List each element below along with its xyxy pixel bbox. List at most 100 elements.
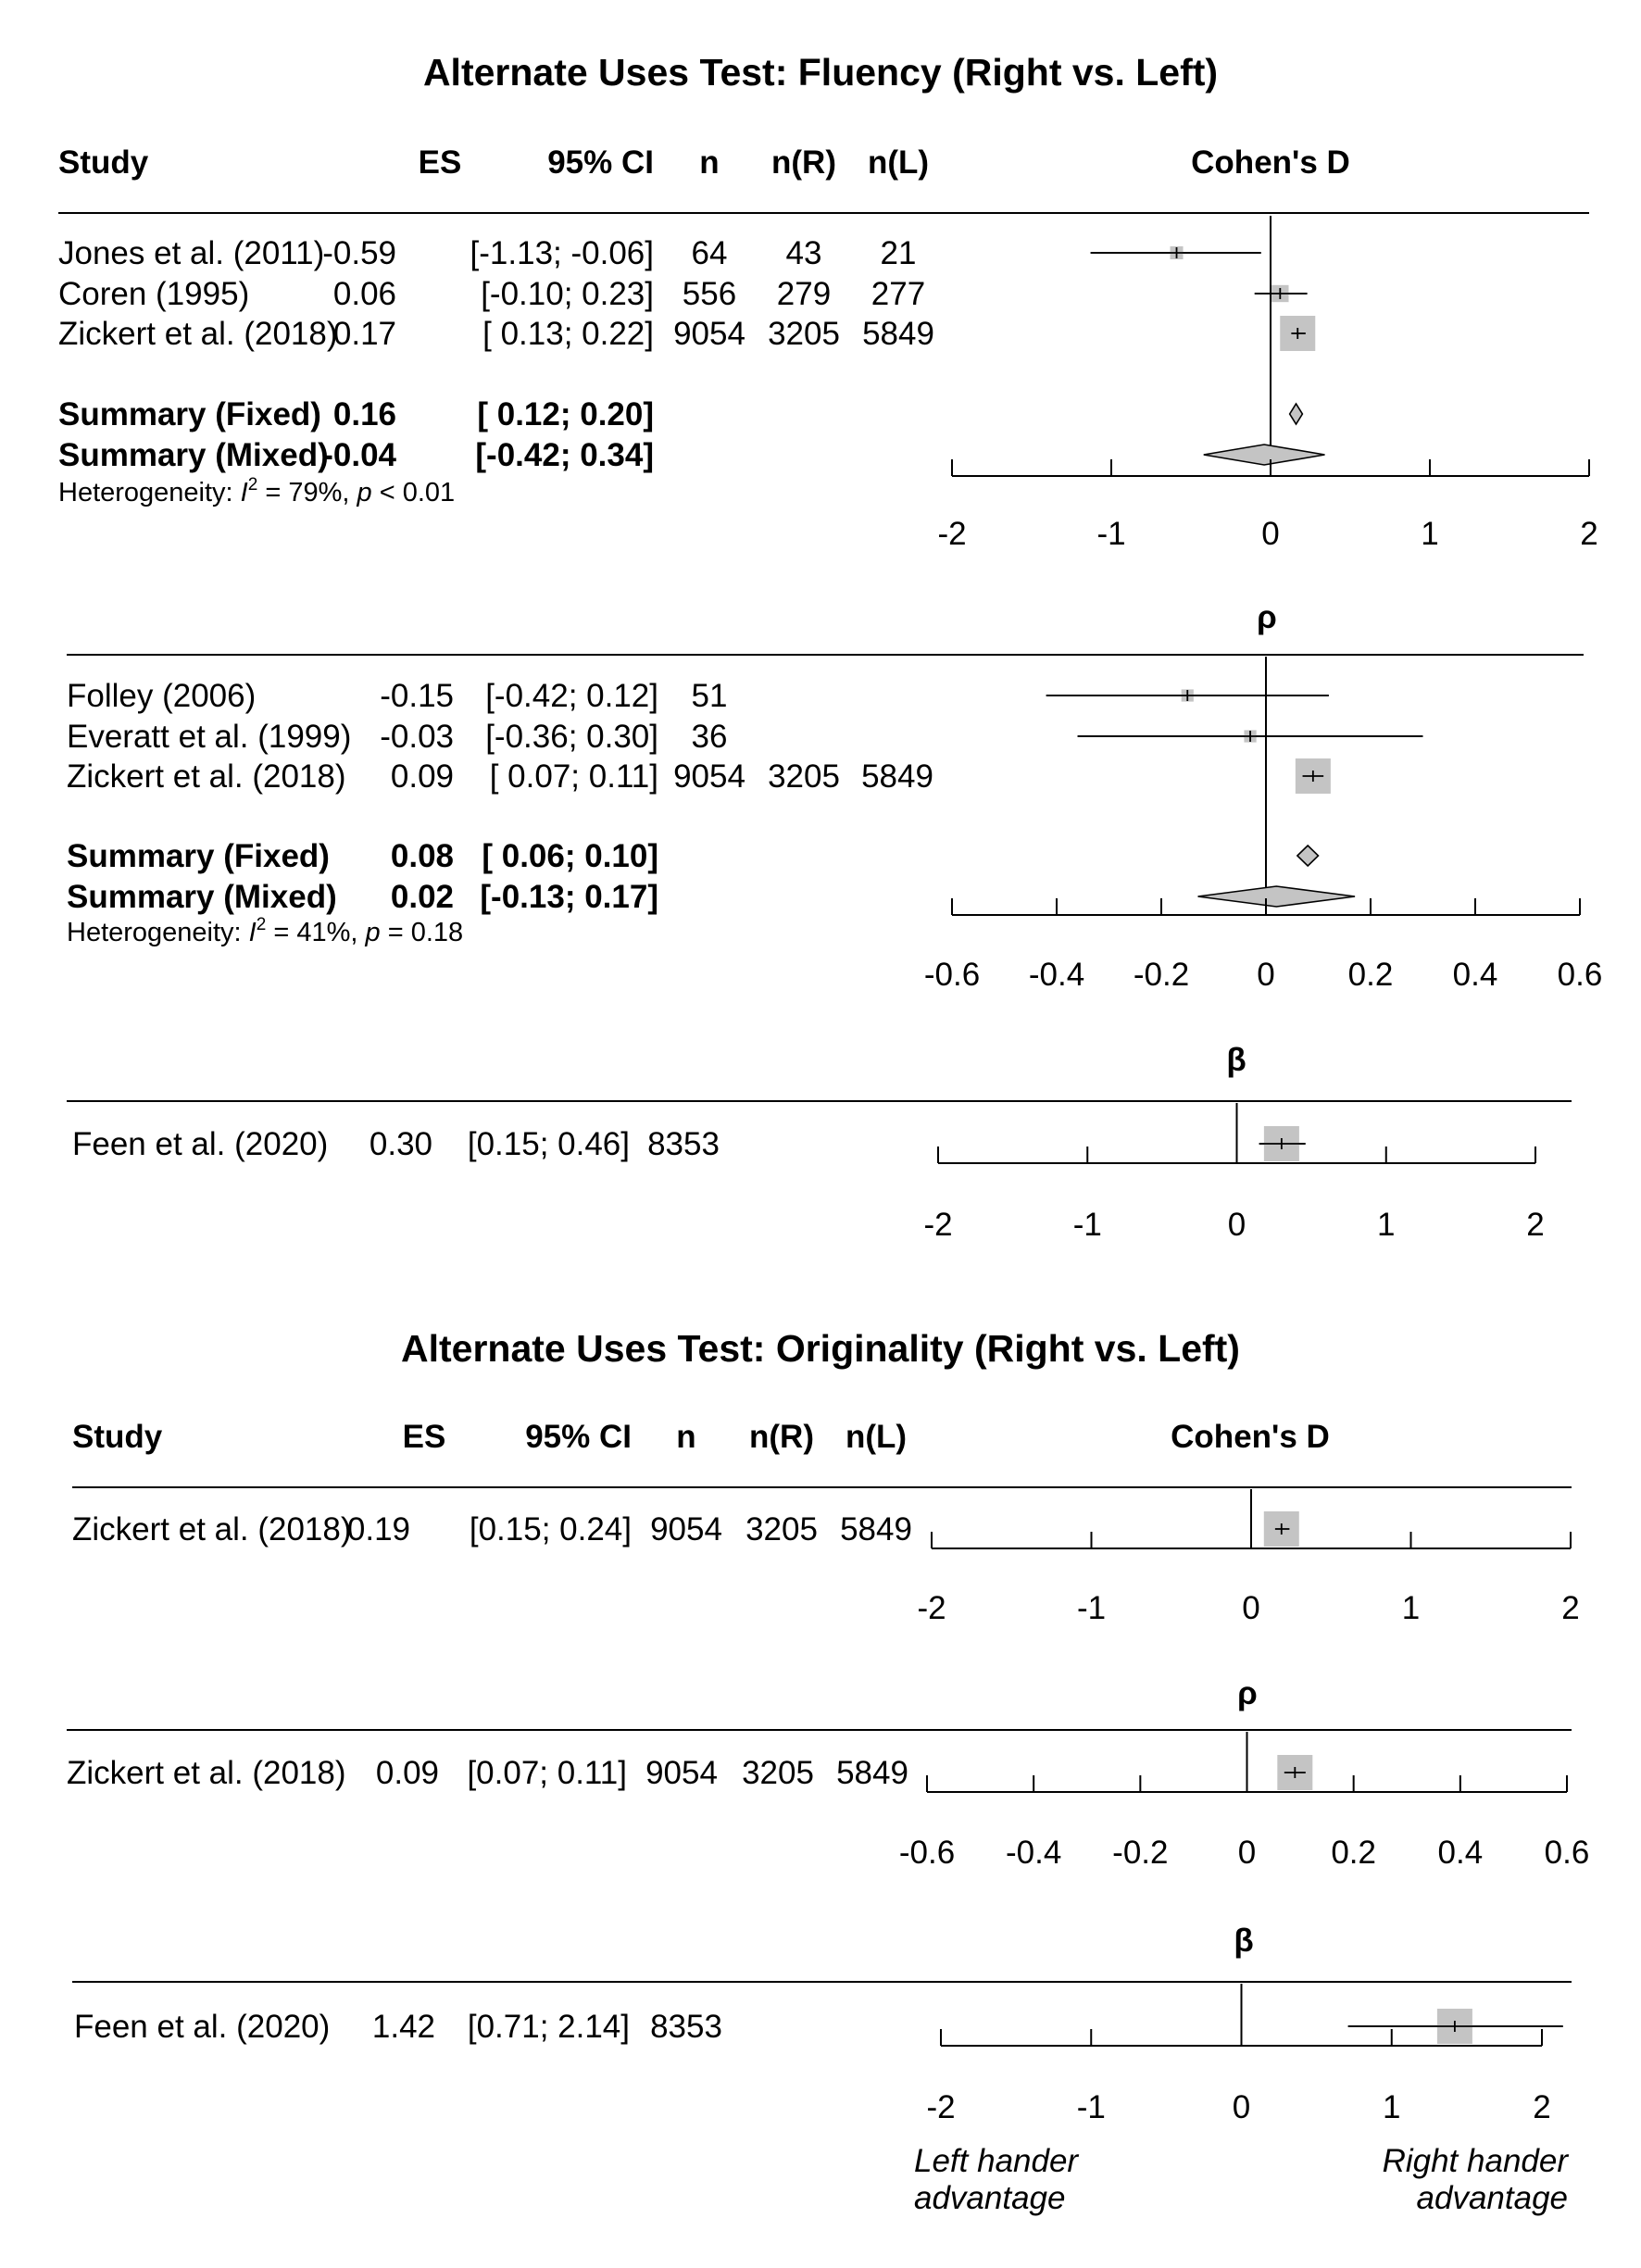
effect-size-label: 0.06 <box>333 276 396 312</box>
axis-title: Cohen's D <box>1191 144 1350 181</box>
i-squared-value: = 79%, <box>257 478 357 507</box>
effect-size-label: 0.17 <box>333 316 396 352</box>
x-tick-label: -0.2 <box>1112 1835 1168 1871</box>
x-tick-label: 0 <box>1261 516 1279 552</box>
summary-effect-size: 0.16 <box>333 396 396 432</box>
x-tick-label: -0.6 <box>924 957 980 993</box>
x-tick-label: 1 <box>1421 516 1438 552</box>
summary-label: Summary (Fixed) <box>67 838 330 874</box>
n-left-label: 5849 <box>861 758 933 795</box>
column-header: n <box>676 1419 695 1455</box>
summary-label: Summary (Mixed) <box>58 437 329 473</box>
axis-title: Cohen's D <box>1171 1419 1330 1455</box>
x-tick-label: -0.4 <box>1029 957 1084 993</box>
x-tick-label: -1 <box>1077 2089 1106 2125</box>
x-tick-label: 1 <box>1377 1207 1395 1243</box>
study-label: Zickert et al. (2018) <box>67 1755 346 1791</box>
x-tick-label: -2 <box>917 1590 946 1626</box>
x-tick-label: 0 <box>1257 957 1274 993</box>
summary-label: Summary (Mixed) <box>67 879 337 915</box>
effect-size-label: 0.19 <box>347 1511 410 1548</box>
x-tick-label: -0.2 <box>1134 957 1189 993</box>
x-tick-label: 2 <box>1580 516 1597 552</box>
x-tick-label: 0 <box>1242 1590 1259 1626</box>
n-left-label: 21 <box>881 235 917 271</box>
column-header: n(R) <box>771 144 836 181</box>
summary-ci: [ 0.06; 0.10] <box>482 838 658 874</box>
i-squared-exponent: 2 <box>248 475 258 495</box>
n-right-label: 3205 <box>768 758 840 795</box>
x-tick-label: 0.4 <box>1453 957 1498 993</box>
x-tick-label: 0.2 <box>1348 957 1394 993</box>
n-label: 8353 <box>650 2009 722 2045</box>
left-advantage-label: advantage <box>914 2180 1065 2216</box>
x-tick-label: 2 <box>1533 2089 1550 2125</box>
ci-label: [0.71; 2.14] <box>468 2009 630 2045</box>
summary-effect-size: -0.04 <box>322 437 396 473</box>
n-left-label: 277 <box>871 276 925 312</box>
ci-label: [-0.10; 0.23] <box>481 276 654 312</box>
effect-size-label: -0.15 <box>380 678 454 714</box>
axis-title: ρ <box>1237 1675 1258 1711</box>
x-tick-label: 2 <box>1526 1207 1544 1243</box>
x-tick-label: 0.4 <box>1438 1835 1484 1871</box>
n-right-label: 3205 <box>768 316 840 352</box>
n-right-label: 279 <box>777 276 831 312</box>
column-header: 95% CI <box>525 1419 632 1455</box>
axis-title: β <box>1234 1923 1253 1959</box>
column-header: n <box>699 144 719 181</box>
summary-effect-size: 0.02 <box>391 879 454 915</box>
right-advantage-label: Right hander <box>1383 2143 1570 2179</box>
x-tick-label: -2 <box>923 1207 952 1243</box>
n-label: 64 <box>692 235 728 271</box>
ci-label: [ 0.13; 0.22] <box>482 316 654 352</box>
axis-title: β <box>1226 1042 1246 1078</box>
axis-title: ρ <box>1257 599 1277 635</box>
heterogeneity-text: Heterogeneity: I2 = 79%, p < 0.01 <box>58 475 455 507</box>
column-header: 95% CI <box>547 144 654 181</box>
n-right-label: 3205 <box>745 1511 818 1548</box>
heterogeneity-prefix: Heterogeneity: <box>58 478 241 507</box>
study-label: Zickert et al. (2018) <box>72 1511 352 1548</box>
summary-label: Summary (Fixed) <box>58 396 321 432</box>
x-tick-label: 0 <box>1228 1207 1246 1243</box>
i-squared-symbol: I <box>241 478 248 507</box>
study-label: Coren (1995) <box>58 276 249 312</box>
ci-label: [0.15; 0.24] <box>470 1511 632 1548</box>
x-tick-label: -1 <box>1077 1590 1106 1626</box>
study-label: Zickert et al. (2018) <box>58 316 338 352</box>
n-left-label: 5849 <box>840 1511 912 1548</box>
summary-diamond <box>1197 885 1356 908</box>
x-tick-label: 0 <box>1233 2089 1250 2125</box>
column-header: n(L) <box>868 144 929 181</box>
x-tick-label: 0 <box>1238 1835 1256 1871</box>
i-squared-symbol: I <box>249 918 257 947</box>
x-tick-label: -2 <box>937 516 966 552</box>
ci-label: [-0.36; 0.30] <box>485 719 658 755</box>
x-tick-label: -0.6 <box>899 1835 955 1871</box>
n-label: 51 <box>692 678 728 714</box>
i-squared-value: = 41%, <box>266 918 365 947</box>
effect-size-label: 0.09 <box>391 758 454 795</box>
ci-label: [-0.42; 0.12] <box>485 678 658 714</box>
x-tick-label: 0.6 <box>1558 957 1603 993</box>
left-advantage-label: Left hander <box>914 2143 1079 2179</box>
i-squared-exponent: 2 <box>257 915 267 934</box>
effect-size-label: -0.03 <box>380 719 454 755</box>
p-symbol: p <box>365 918 381 947</box>
n-label: 9054 <box>673 758 745 795</box>
column-header: Study <box>58 144 149 181</box>
study-label: Zickert et al. (2018) <box>67 758 346 795</box>
effect-size-label: 0.30 <box>370 1126 432 1162</box>
column-header: Study <box>72 1419 163 1455</box>
ci-label: [0.07; 0.11] <box>467 1755 627 1791</box>
n-label: 556 <box>683 276 736 312</box>
x-tick-label: -0.4 <box>1006 1835 1061 1871</box>
n-left-label: 5849 <box>862 316 934 352</box>
summary-effect-size: 0.08 <box>391 838 454 874</box>
x-tick-label: -1 <box>1073 1207 1102 1243</box>
n-right-label: 3205 <box>742 1755 814 1791</box>
study-label: Feen et al. (2020) <box>74 2009 330 2045</box>
study-label: Folley (2006) <box>67 678 256 714</box>
